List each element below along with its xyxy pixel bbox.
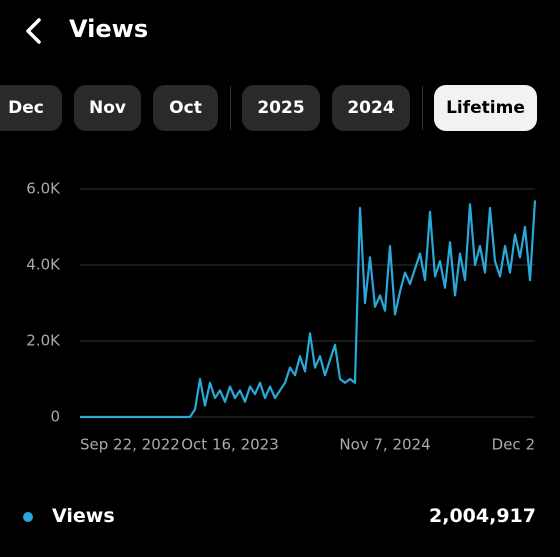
- tab[interactable]: 2024: [332, 85, 410, 131]
- x-tick-label: Oct 16, 2023: [181, 436, 279, 454]
- y-tick-label: 0: [50, 408, 60, 426]
- separator: [230, 86, 231, 130]
- x-tick-label: Sep 22, 2022: [80, 436, 180, 454]
- tab[interactable]: Nov: [74, 85, 141, 131]
- x-tick-label: Nov 7, 2024: [339, 436, 430, 454]
- tab[interactable]: Oct: [153, 85, 218, 131]
- back-button[interactable]: [20, 16, 50, 46]
- tab[interactable]: 2025: [242, 85, 320, 131]
- page-title: Views: [69, 15, 149, 43]
- tab[interactable]: Dec: [0, 85, 62, 131]
- x-tick-label: Dec 2: [492, 436, 535, 454]
- legend-dot: [23, 512, 33, 522]
- chart: 0 2.0K 4.0K 6.0K Sep 22, 2022 Oct 16, 2023 Nov…: [26, 180, 537, 454]
- separator: [422, 86, 423, 130]
- line: [80, 200, 537, 419]
- summary-label: Views: [52, 505, 115, 527]
- summary-value: 2,004,917: [429, 505, 536, 527]
- y-tick-label: 2.0K: [26, 332, 61, 350]
- y-tick-label: 4.0K: [26, 256, 61, 274]
- y-tick-label: 6.0K: [26, 180, 61, 198]
- tab[interactable]: Lifetime: [434, 85, 537, 131]
